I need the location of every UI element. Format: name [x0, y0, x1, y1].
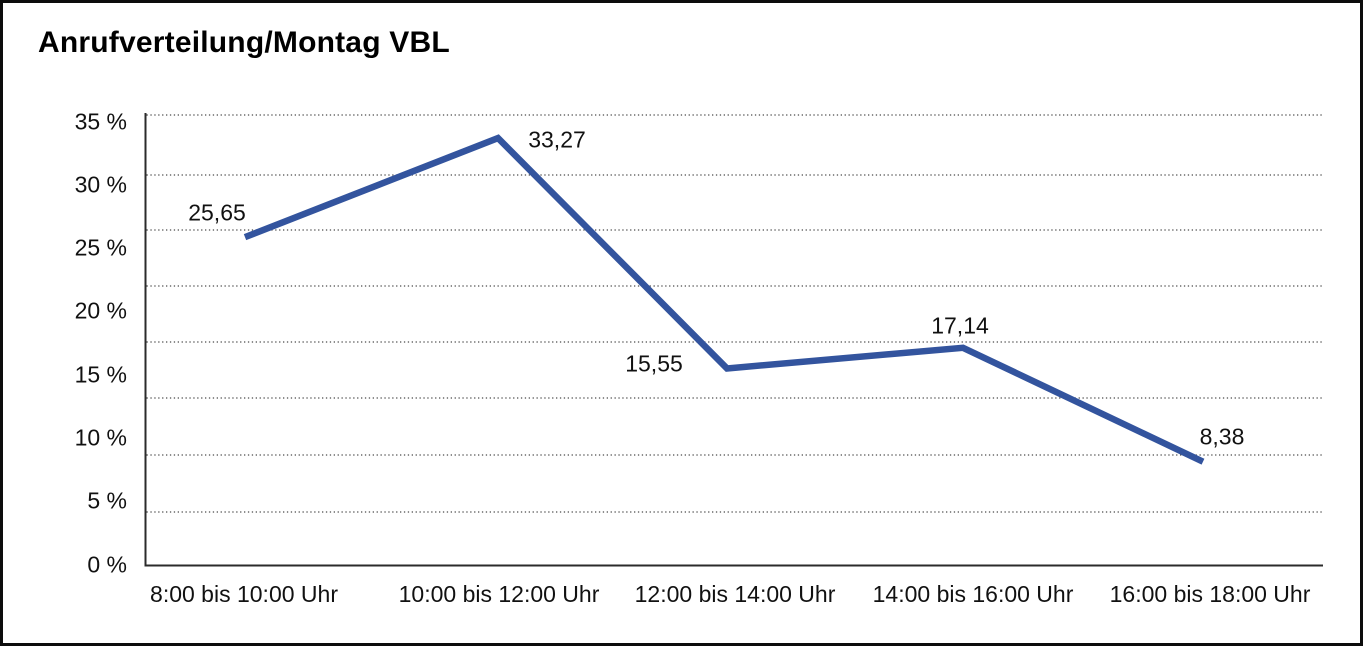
x-category-label: 12:00 bis 14:00 Uhr [634, 581, 836, 607]
y-tick-label: 15 % [74, 361, 127, 388]
data-line [243, 134, 1205, 465]
x-category-label: 8:00 bis 10:00 Uhr [150, 581, 338, 607]
y-tick-label: 10 % [74, 424, 127, 451]
data-value-label: 25,65 [188, 199, 246, 226]
data-value-label: 17,14 [931, 312, 989, 339]
data-value-label: 15,55 [625, 350, 683, 377]
y-tick-label: 5 % [87, 487, 127, 514]
y-tick-label: 0 % [87, 551, 127, 578]
y-tick-label: 20 % [74, 297, 127, 324]
y-tick-label: 35 % [74, 108, 127, 134]
x-category-label: 10:00 bis 12:00 Uhr [398, 581, 600, 607]
chart-title: Anrufverteilung/Montag VBL [38, 26, 450, 59]
data-value-label: 8,38 [1199, 423, 1245, 450]
y-tick-label: 25 % [74, 234, 127, 261]
y-tick-label: 30 % [74, 171, 127, 198]
x-category-label: 16:00 bis 18:00 Uhr [1109, 581, 1311, 607]
data-value-label: 33,27 [528, 126, 586, 153]
x-category-label: 14:00 bis 16:00 Uhr [872, 581, 1074, 607]
